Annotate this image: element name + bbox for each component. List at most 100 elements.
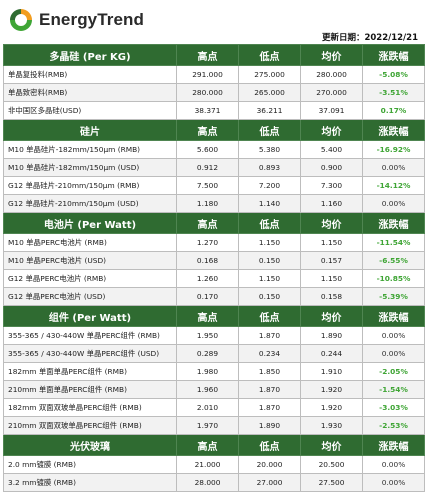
price-low: 1.850 <box>238 362 301 381</box>
table-row: M10 单晶PERC电池片 (RMB) 1.270 1.150 1.150 -11.54… <box>3 233 425 252</box>
price-change: -10.85% <box>362 269 425 288</box>
price-low: 275.000 <box>238 65 301 84</box>
product-name: 2.0 mm镀膜 (RMB) <box>3 455 177 474</box>
table-row: G12 单晶PERC电池片 (RMB) 1.260 1.150 1.150 -10.85… <box>3 269 425 288</box>
column-header-high: 高点 <box>176 212 239 234</box>
table-row: 3.2 mm镀膜 (RMB) 28.000 27.000 27.500 0.00% <box>3 473 425 492</box>
price-low: 36.211 <box>238 101 301 120</box>
price-avg: 1.910 <box>300 362 363 381</box>
price-change: -5.39% <box>362 287 425 306</box>
section-header: 多晶硅 (Per KG) 高点 低点 均价 涨跌幅 <box>3 44 425 66</box>
column-header-low: 低点 <box>238 305 301 327</box>
column-header-avg: 均价 <box>300 44 363 66</box>
price-change: -14.12% <box>362 176 425 195</box>
price-avg: 5.400 <box>300 140 363 159</box>
table-row: 355-365 / 430-440W 单晶PERC组件 (USD) 0.289 0.… <box>3 344 425 363</box>
price-low: 1.870 <box>238 398 301 417</box>
price-high: 5.600 <box>176 140 239 159</box>
price-change: -3.03% <box>362 398 425 417</box>
price-high: 0.289 <box>176 344 239 363</box>
table-row: 210mm 单面单晶PERC组件 (RMB) 1.960 1.870 1.920 -1.… <box>3 380 425 399</box>
energytrend-logo-icon <box>9 8 33 32</box>
price-low: 1.140 <box>238 194 301 213</box>
column-header-low: 低点 <box>238 119 301 141</box>
price-change: -11.54% <box>362 233 425 252</box>
price-avg: 1.890 <box>300 326 363 345</box>
table-row: 182mm 单面单晶PERC组件 (RMB) 1.980 1.850 1.910 -2.… <box>3 362 425 381</box>
price-avg: 0.157 <box>300 251 363 270</box>
price-avg: 270.000 <box>300 83 363 102</box>
price-high: 0.170 <box>176 287 239 306</box>
column-header-change: 涨跌幅 <box>362 44 425 66</box>
price-low: 0.234 <box>238 344 301 363</box>
column-header-high: 高点 <box>176 305 239 327</box>
price-high: 21.000 <box>176 455 239 474</box>
price-high: 280.000 <box>176 83 239 102</box>
column-header-change: 涨跌幅 <box>362 119 425 141</box>
price-table-body: 多晶硅 (Per KG) 高点 低点 均价 涨跌幅 单晶复投料(RMB) 291.000 27… <box>3 44 425 492</box>
price-avg: 280.000 <box>300 65 363 84</box>
product-name: 单晶复投料(RMB) <box>3 65 177 84</box>
product-name: M10 单晶硅片-182mm/150μm (RMB) <box>3 140 177 159</box>
price-avg: 0.900 <box>300 158 363 177</box>
price-low: 1.870 <box>238 326 301 345</box>
price-high: 1.980 <box>176 362 239 381</box>
column-header-high: 高点 <box>176 44 239 66</box>
table-row: M10 单晶PERC电池片 (USD) 0.168 0.150 0.157 -6.55% <box>3 251 425 270</box>
price-change: 0.00% <box>362 326 425 345</box>
product-name: 355-365 / 430-440W 单晶PERC组件 (RMB) <box>3 326 177 345</box>
column-header-high: 高点 <box>176 119 239 141</box>
report-header: EnergyTrend 更新日期：2022/12/21 <box>0 0 428 44</box>
section-title: 多晶硅 (Per KG) <box>3 44 177 66</box>
price-high: 1.270 <box>176 233 239 252</box>
column-header-change: 涨跌幅 <box>362 212 425 234</box>
price-change: -2.53% <box>362 416 425 435</box>
price-high: 38.371 <box>176 101 239 120</box>
section-header: 组件 (Per Watt) 高点 低点 均价 涨跌幅 <box>3 305 425 327</box>
section-header: 电池片 (Per Watt) 高点 低点 均价 涨跌幅 <box>3 212 425 234</box>
price-avg: 0.158 <box>300 287 363 306</box>
table-row: M10 单晶硅片-182mm/150μm (RMB) 5.600 5.380 5.40… <box>3 140 425 159</box>
price-high: 7.500 <box>176 176 239 195</box>
price-low: 0.150 <box>238 251 301 270</box>
column-header-avg: 均价 <box>300 119 363 141</box>
table-row: 单晶复投料(RMB) 291.000 275.000 280.000 -5.08% <box>3 65 425 84</box>
product-name: G12 单晶PERC电池片 (RMB) <box>3 269 177 288</box>
table-row: 182mm 双面双玻单晶PERC组件 (RMB) 2.010 1.870 1.920-… <box>3 398 425 417</box>
brand-name: EnergyTrend <box>39 10 145 29</box>
section-header: 光伏玻璃 高点 低点 均价 涨跌幅 <box>3 434 425 456</box>
energytrend-logo[interactable]: EnergyTrend <box>8 6 144 34</box>
price-change: -6.55% <box>362 251 425 270</box>
product-name: 3.2 mm镀膜 (RMB) <box>3 473 177 492</box>
price-change: -2.05% <box>362 362 425 381</box>
price-low: 265.000 <box>238 83 301 102</box>
section-title: 组件 (Per Watt) <box>3 305 177 327</box>
price-low: 5.380 <box>238 140 301 159</box>
product-name: G12 单晶PERC电池片 (USD) <box>3 287 177 306</box>
update-date: 更新日期：2022/12/21 <box>321 33 418 43</box>
price-high: 0.168 <box>176 251 239 270</box>
price-high: 1.950 <box>176 326 239 345</box>
price-change: 0.00% <box>362 344 425 363</box>
product-name: 182mm 单面单晶PERC组件 (RMB) <box>3 362 177 381</box>
product-name: M10 单晶PERC电池片 (RMB) <box>3 233 177 252</box>
price-change: 0.00% <box>362 455 425 474</box>
product-name: 210mm 双面双玻单晶PERC组件 (RMB) <box>3 416 177 435</box>
product-name: G12 单晶硅片-210mm/150μm (USD) <box>3 194 177 213</box>
table-row: 非中国区多晶硅(USD) 38.371 36.211 37.091 0.17% <box>3 101 425 120</box>
price-change: 0.00% <box>362 194 425 213</box>
column-header-low: 低点 <box>238 44 301 66</box>
price-avg: 0.244 <box>300 344 363 363</box>
price-low: 20.000 <box>238 455 301 474</box>
price-low: 1.870 <box>238 380 301 399</box>
price-change: 0.17% <box>362 101 425 120</box>
price-avg: 27.500 <box>300 473 363 492</box>
price-avg: 1.920 <box>300 380 363 399</box>
product-name: 非中国区多晶硅(USD) <box>3 101 177 120</box>
price-high: 1.180 <box>176 194 239 213</box>
table-row: G12 单晶PERC电池片 (USD) 0.170 0.150 0.158 -5.39% <box>3 287 425 306</box>
price-high: 0.912 <box>176 158 239 177</box>
column-header-low: 低点 <box>238 212 301 234</box>
product-name: M10 单晶硅片-182mm/150μm (USD) <box>3 158 177 177</box>
price-change: -16.92% <box>362 140 425 159</box>
